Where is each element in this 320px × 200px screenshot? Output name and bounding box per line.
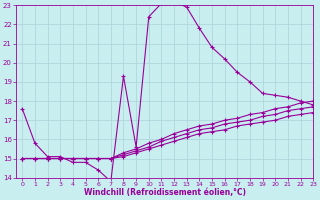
X-axis label: Windchill (Refroidissement éolien,°C): Windchill (Refroidissement éolien,°C): [84, 188, 245, 197]
